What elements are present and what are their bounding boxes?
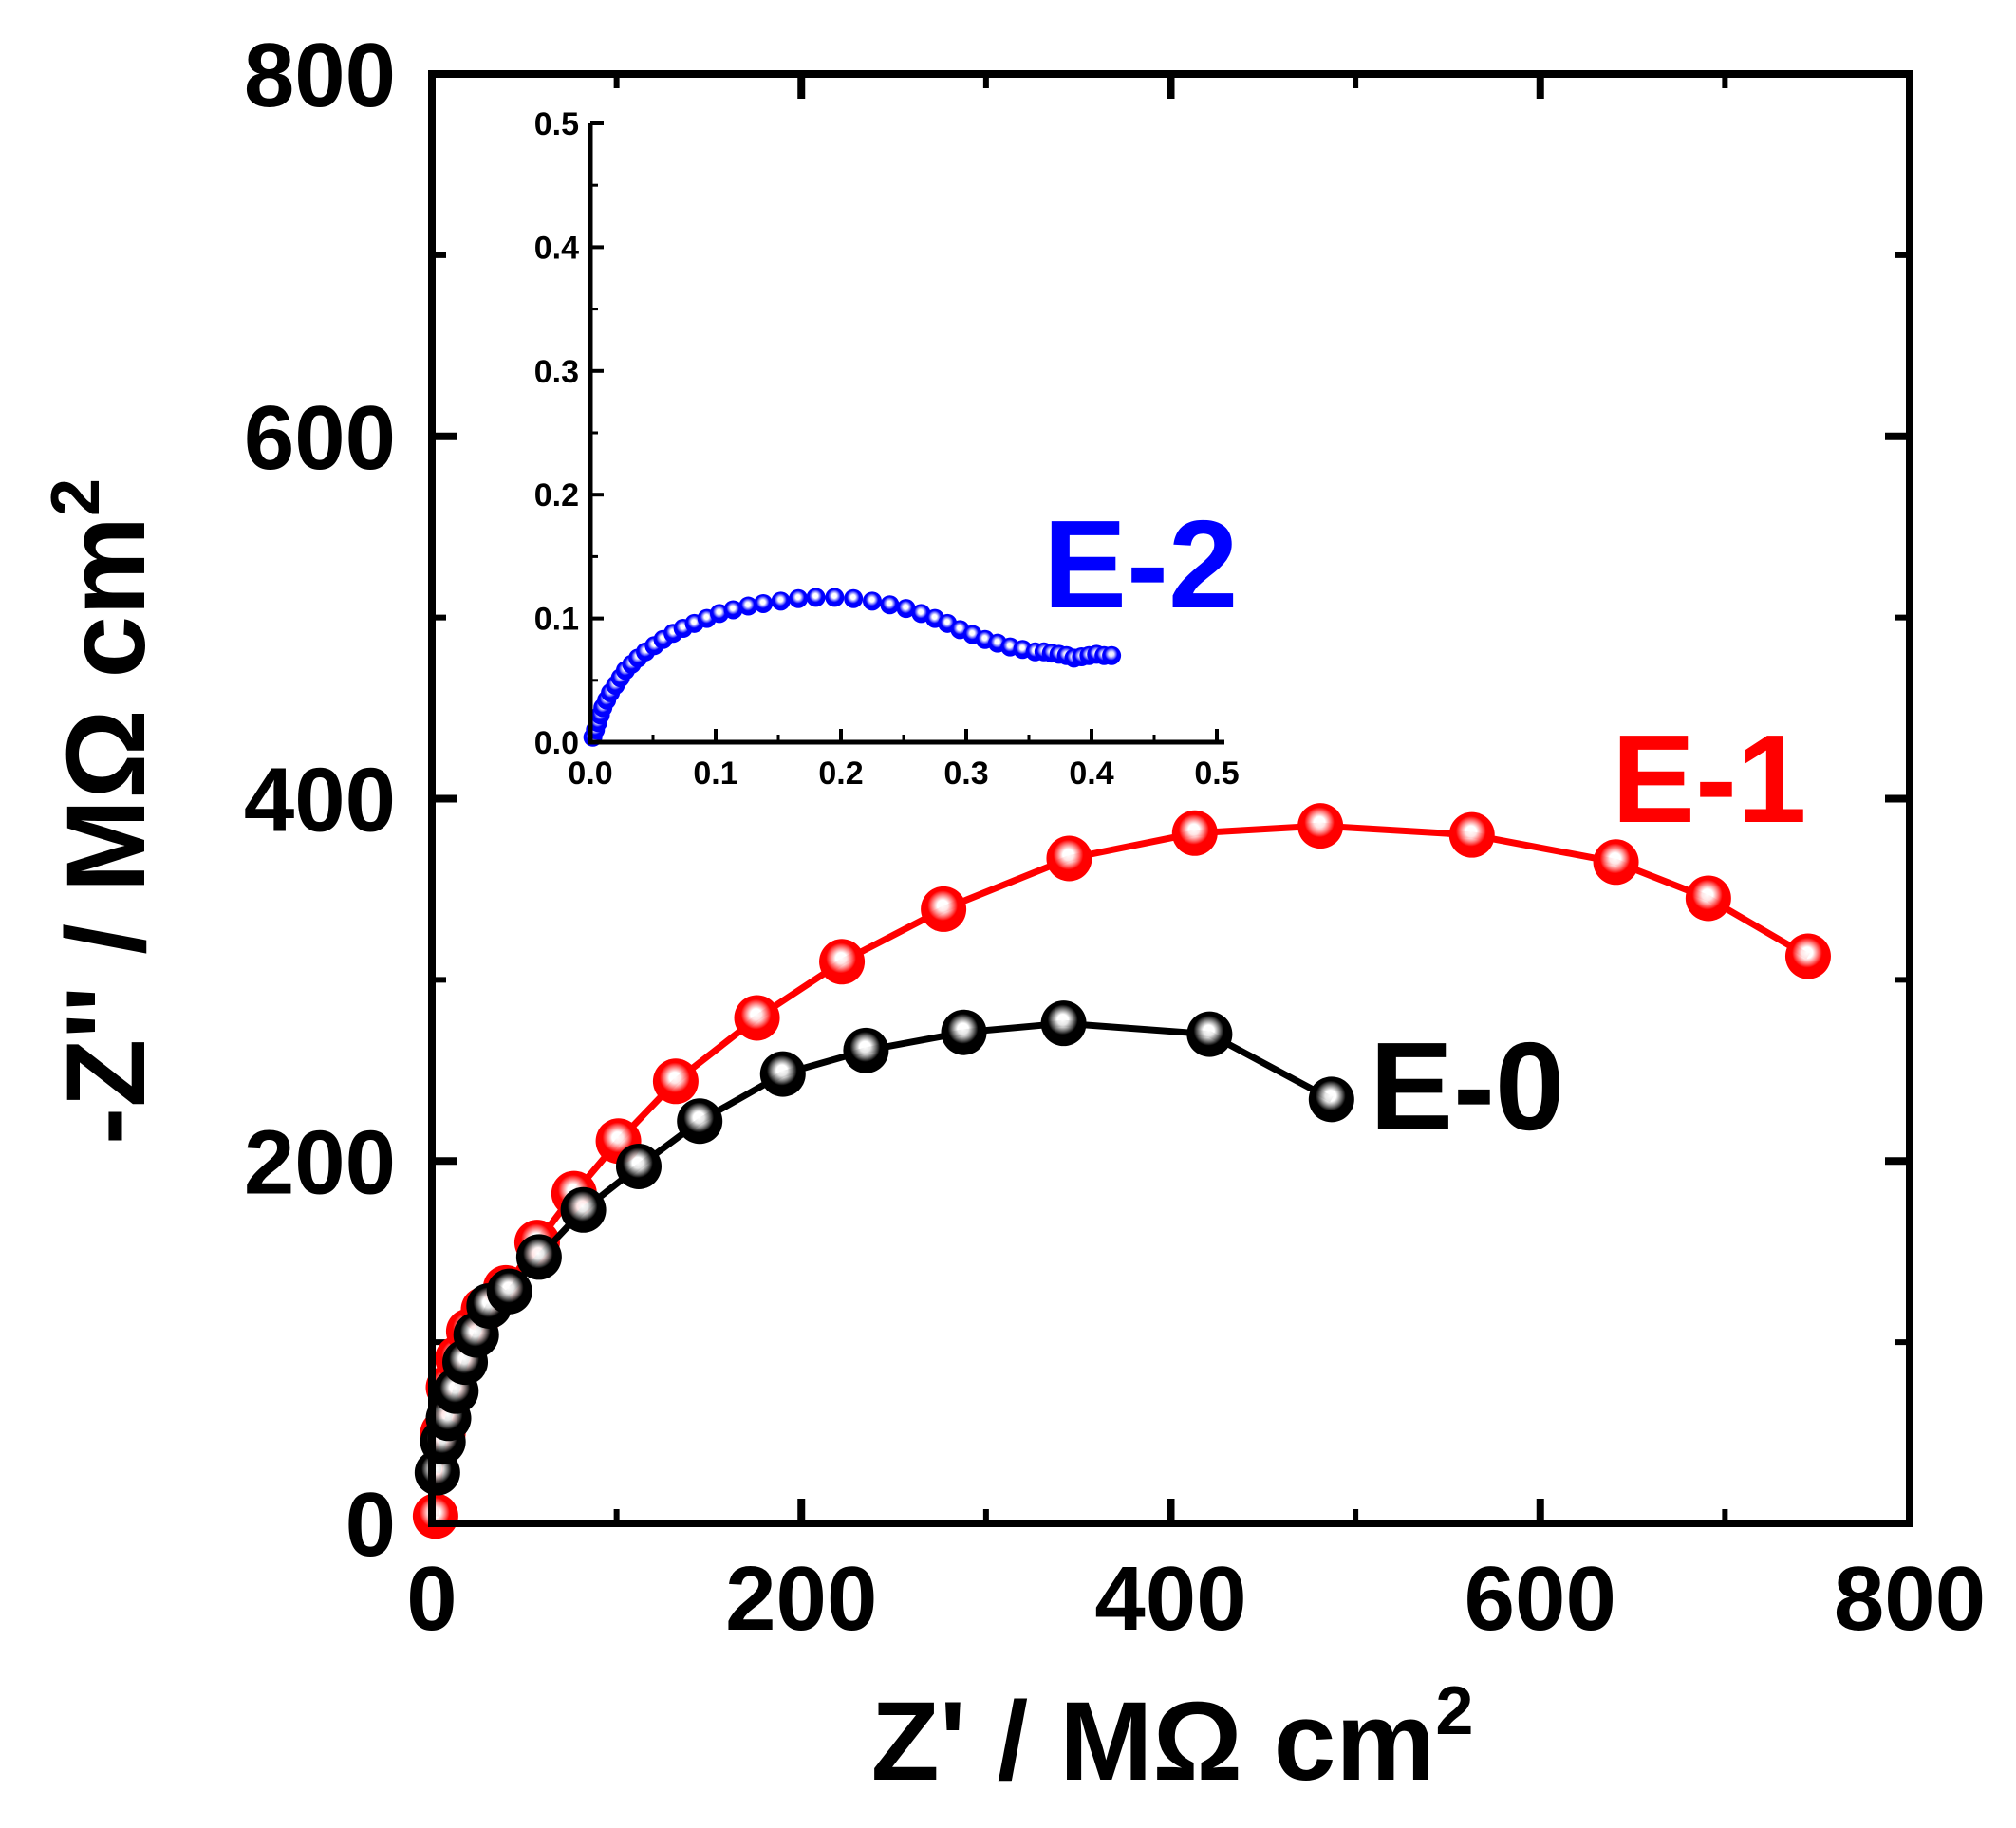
data-point-e-1 bbox=[921, 886, 967, 932]
inset-x-tick-label: 0.2 bbox=[818, 755, 863, 792]
data-point-e-2 bbox=[844, 588, 864, 608]
data-point-e-0 bbox=[1186, 1011, 1233, 1057]
inset-y-tick-label: 0.5 bbox=[534, 106, 579, 142]
y-tick-label: 600 bbox=[244, 387, 396, 489]
data-point-e-0 bbox=[1040, 1000, 1087, 1047]
inset-plot: 0.0 0.1 0.2 0.3 0.4 0.5 0.0 0.1 0.2 0.3 0.4 0.5 bbox=[534, 106, 1240, 792]
data-point-e-1 bbox=[1784, 933, 1831, 979]
y-tick-label: 400 bbox=[244, 750, 396, 851]
inset-x-tick-label: 0.3 bbox=[943, 755, 988, 792]
data-point-e-1 bbox=[734, 995, 780, 1041]
data-point-e-0 bbox=[941, 1009, 987, 1055]
data-point-e-1 bbox=[1448, 811, 1495, 858]
data-point-e-0 bbox=[486, 1268, 532, 1315]
inset-y-tick-label: 0.4 bbox=[534, 230, 579, 266]
data-point-e-2 bbox=[825, 588, 845, 607]
data-point-e-2 bbox=[754, 593, 774, 613]
data-point-e-1 bbox=[1046, 835, 1092, 882]
inset-y-tick-label: 0.1 bbox=[534, 602, 579, 638]
y-tick-label: 0 bbox=[345, 1474, 396, 1576]
data-point-e-2 bbox=[880, 595, 900, 615]
data-point-e-2 bbox=[723, 600, 743, 620]
data-point-e-2 bbox=[863, 591, 882, 611]
data-point-e-1 bbox=[1685, 875, 1731, 922]
data-point-e-1 bbox=[819, 939, 866, 985]
data-point-e-2 bbox=[771, 591, 791, 611]
series-label-e-1: E-1 bbox=[1612, 709, 1806, 849]
main-series-group bbox=[412, 803, 1831, 1539]
x-tick-label: 600 bbox=[1465, 1548, 1616, 1650]
inset-y-tick-label: 0.3 bbox=[534, 354, 579, 390]
inset-tick-labels: 0.0 0.1 0.2 0.3 0.4 0.5 0.0 0.1 0.2 0.3 0.4 0.5 bbox=[534, 106, 1240, 792]
inset-y-tick-label: 0.0 bbox=[534, 725, 579, 761]
data-point-e-2 bbox=[1102, 645, 1122, 665]
data-point-e-1 bbox=[652, 1058, 699, 1105]
data-point-e-0 bbox=[843, 1027, 889, 1073]
x-tick-label: 800 bbox=[1834, 1548, 1986, 1650]
data-point-e-2 bbox=[738, 596, 758, 616]
data-point-e-0 bbox=[759, 1051, 806, 1097]
x-tick-label: 400 bbox=[1094, 1548, 1246, 1650]
x-tick-label: 200 bbox=[725, 1548, 877, 1650]
main-tick-labels: 0 200 400 600 800 0 200 400 600 800 bbox=[244, 25, 1986, 1650]
main-plot: 0 200 400 600 800 0 200 400 600 800 bbox=[244, 25, 1986, 1650]
data-point-e-0 bbox=[677, 1098, 723, 1145]
main-plot-frame bbox=[428, 70, 1913, 1527]
data-point-e-1 bbox=[1171, 810, 1218, 856]
x-axis-title: Z' / MΩ cm2 bbox=[871, 1673, 1474, 1804]
y-tick-label: 800 bbox=[244, 25, 396, 126]
x-tick-label: 0 bbox=[406, 1548, 457, 1650]
data-point-e-2 bbox=[806, 588, 826, 607]
series-label-e-2: E-2 bbox=[1043, 494, 1238, 634]
data-point-e-0 bbox=[560, 1186, 607, 1233]
inset-x-tick-label: 0.1 bbox=[693, 755, 737, 792]
data-point-e-0 bbox=[1308, 1076, 1354, 1123]
data-point-e-2 bbox=[789, 588, 809, 608]
data-point-e-1 bbox=[1297, 803, 1344, 849]
inset-y-tick-label: 0.2 bbox=[534, 477, 579, 513]
data-point-e-2 bbox=[896, 599, 916, 619]
y-axis-title: -Z'' / MΩ cm2 bbox=[38, 478, 169, 1145]
inset-x-tick-label: 0.5 bbox=[1194, 755, 1239, 792]
inset-x-tick-label: 0.4 bbox=[1069, 755, 1113, 792]
data-point-e-0 bbox=[615, 1143, 662, 1189]
data-point-e-0 bbox=[515, 1234, 562, 1280]
y-tick-label: 200 bbox=[244, 1111, 396, 1213]
data-point-e-1 bbox=[1593, 839, 1639, 886]
inset-x-tick-label: 0.0 bbox=[568, 755, 612, 792]
series-label-e-0: E-0 bbox=[1370, 1017, 1564, 1156]
